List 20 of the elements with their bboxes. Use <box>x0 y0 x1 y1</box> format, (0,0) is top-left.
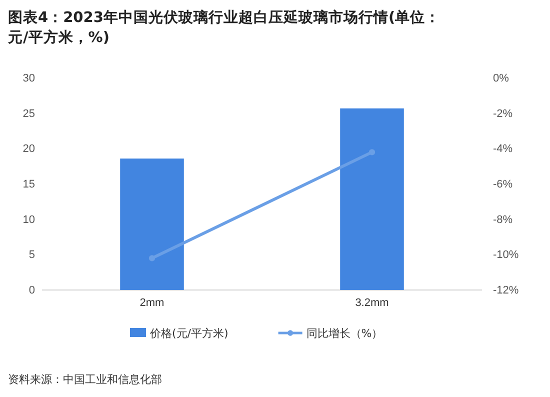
x-tick-label: 2mm <box>140 297 164 310</box>
y-tick-label: 25 <box>22 108 35 120</box>
y-tick-label: 0 <box>28 284 35 297</box>
y-tick-label: 20 <box>22 143 35 156</box>
y2-tick-label: -8% <box>493 214 513 226</box>
y2-tick-label: -10% <box>493 249 519 262</box>
y2-tick-label: -4% <box>493 143 513 156</box>
y-tick-label: 5 <box>28 249 35 262</box>
text: 资料来源：中国工业和信息化部 <box>8 373 162 386</box>
y2-tick-label: -6% <box>493 178 513 191</box>
legend-label: 同比增长（%） <box>306 327 383 340</box>
chart-title: 图表4：2023年中国光伏玻璃行业超白压延玻璃市场行情(单位：元/平方米，%) <box>7 8 440 46</box>
y2-tick-label: -2% <box>493 108 513 120</box>
legend-label: 价格(元/平方米) <box>149 327 228 340</box>
y2-tick-label: 0% <box>493 72 510 85</box>
x-tick-label: 3.2mm <box>355 297 389 310</box>
y2-tick-label: -12% <box>493 284 519 297</box>
y-tick-label: 15 <box>22 178 35 191</box>
y-tick-label: 10 <box>22 214 35 226</box>
y-tick-label: 30 <box>22 72 35 85</box>
